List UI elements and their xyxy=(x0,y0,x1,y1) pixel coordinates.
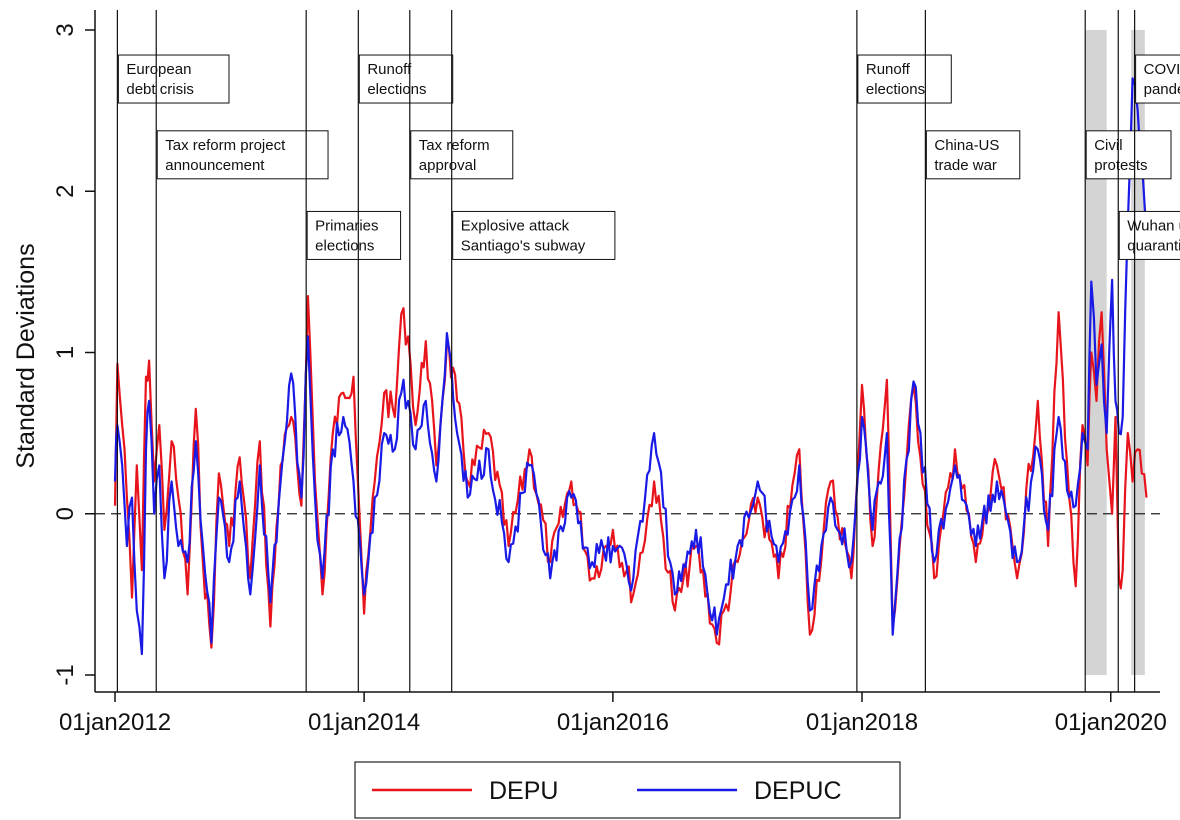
y-tick-label: -1 xyxy=(52,664,79,685)
event-label-line: Runoff xyxy=(866,61,911,78)
event-label-box xyxy=(358,54,454,104)
event-label-box xyxy=(117,54,230,104)
event-label-line: quarantine xyxy=(1127,237,1180,254)
event-label-line: Civil xyxy=(1094,137,1122,154)
legend-label-depuc: DEPUC xyxy=(754,777,842,805)
event-label-line: trade war xyxy=(934,157,997,174)
event-label-line: China-US xyxy=(934,137,999,154)
event-label-line: pandemic xyxy=(1144,81,1180,98)
legend: DEPU DEPUC xyxy=(354,761,901,819)
series-line-depuc xyxy=(113,77,1148,656)
event-label-line: protests xyxy=(1094,157,1147,174)
legend-label-depu: DEPU xyxy=(489,777,558,805)
event-label-10: Wuhan under quarantine xyxy=(1118,210,1180,260)
series-lines xyxy=(113,77,1148,656)
event-label-1: European debt crisis xyxy=(117,54,230,104)
event-label-box xyxy=(1135,54,1180,104)
x-tick-label: 01jan2012 xyxy=(59,709,171,736)
axes: -1 0 1 2 3 01jan2012 01jan2014 01jan2016 01jan20… xyxy=(12,10,1167,736)
event-label-box xyxy=(1085,130,1172,180)
x-tick-label: 01jan2016 xyxy=(557,709,669,736)
y-tick-label: 1 xyxy=(52,346,79,359)
y-axis-title: Standard Deviations xyxy=(12,243,40,468)
event-label-line: European xyxy=(126,61,191,78)
event-label-box xyxy=(925,130,1021,180)
event-label-8: China-US trade war xyxy=(925,130,1021,180)
event-label-line: elections xyxy=(866,81,925,98)
event-label-5: Tax reform approval xyxy=(410,130,514,180)
event-label-box xyxy=(1118,210,1180,260)
event-label-line: elections xyxy=(315,237,374,254)
event-label-line: debt crisis xyxy=(126,81,194,98)
event-label-line: approval xyxy=(419,157,477,174)
event-label-line: COVID-19 xyxy=(1144,61,1180,78)
event-label-9: Civil protests xyxy=(1085,130,1172,180)
y-tick-label: 2 xyxy=(52,185,79,198)
event-label-line: announcement xyxy=(165,157,265,174)
x-tick-label: 01jan2018 xyxy=(806,709,918,736)
event-label-box xyxy=(857,54,952,104)
event-label-4: Runoff elections xyxy=(358,54,454,104)
event-label-line: Wuhan under xyxy=(1127,217,1180,234)
event-label-line: Runoff xyxy=(367,61,412,78)
event-label-3: Primaries elections xyxy=(306,210,402,260)
event-label-box xyxy=(452,210,616,260)
event-label-line: Santiago's subway xyxy=(461,237,586,254)
event-label-line: Tax reform xyxy=(419,137,490,154)
event-label-line: Explosive attack xyxy=(461,217,570,234)
event-label-box xyxy=(306,210,402,260)
x-tick-label: 01jan2014 xyxy=(308,709,420,736)
y-tick-label: 3 xyxy=(52,23,79,36)
event-label-11: COVID-19 pandemic xyxy=(1135,54,1180,104)
event-markers: European debt crisis Tax reform project ann… xyxy=(116,10,1180,692)
event-label-box xyxy=(410,130,514,180)
event-label-line: Primaries xyxy=(315,217,378,234)
event-label-2: Tax reform project announcement xyxy=(156,130,329,180)
event-label-7: Runoff elections xyxy=(857,54,952,104)
event-label-line: Tax reform project xyxy=(165,137,286,154)
y-tick-label: 0 xyxy=(52,507,79,520)
event-label-6: Explosive attack Santiago's subway xyxy=(452,210,616,260)
x-tick-label: 01jan2020 xyxy=(1055,709,1167,736)
event-label-line: elections xyxy=(367,81,426,98)
event-label-box xyxy=(156,130,329,180)
